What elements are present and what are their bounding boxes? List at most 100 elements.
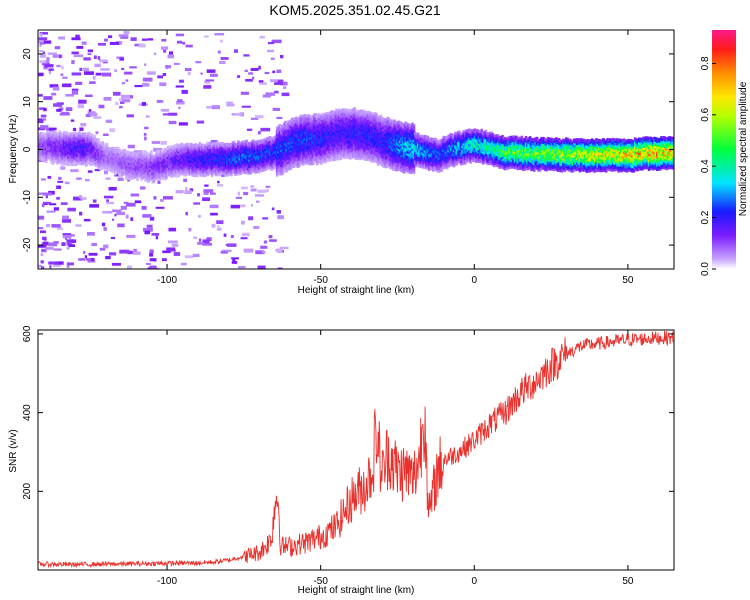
spectrogram-cell	[109, 167, 113, 170]
spectrogram-cell	[192, 150, 196, 154]
spectrogram-cell	[195, 172, 199, 176]
spectrogram-cell	[320, 153, 323, 157]
spectrogram-cell	[162, 161, 166, 165]
spectrogram-cell	[364, 156, 367, 159]
spectrogram-cell	[194, 151, 197, 155]
spectrogram-cell	[97, 140, 101, 144]
spectrogram-cell	[242, 157, 246, 161]
spectrogram-cell	[375, 138, 378, 142]
spectrogram-cell	[333, 115, 337, 118]
spectrogram-cell	[257, 170, 261, 174]
spectrogram-cell	[174, 170, 178, 174]
noise-speckle	[56, 64, 61, 68]
spectrogram-cell	[260, 147, 264, 151]
spectrogram-cell	[162, 152, 166, 156]
spectrogram-cell	[169, 165, 172, 169]
spectrogram-cell	[396, 129, 399, 133]
spectrogram-cell	[255, 166, 258, 170]
spectrogram-cell	[179, 146, 182, 150]
spectrogram-cell	[362, 121, 366, 124]
noise-speckle	[109, 252, 117, 256]
spectrogram-cell	[257, 160, 261, 163]
spectrogram-cell	[67, 147, 70, 151]
spectrogram-cell	[173, 169, 177, 173]
spectrogram-cell	[238, 172, 242, 176]
spectrogram-cell	[68, 141, 72, 144]
spectrogram-cell	[292, 137, 295, 141]
spectrogram-cell	[227, 160, 231, 163]
spectrogram-cell	[321, 134, 325, 138]
spectrogram-cell	[362, 138, 366, 141]
noise-speckle	[175, 190, 184, 194]
spectrogram-cell	[332, 119, 336, 123]
spectrogram-cell	[285, 163, 289, 167]
spectrogram-cell	[275, 148, 279, 151]
noise-speckle	[142, 77, 153, 82]
spectrogram-cell	[220, 154, 224, 158]
spectrogram-cell	[315, 149, 319, 153]
spectrogram-cell	[248, 142, 251, 145]
spectrogram-cell	[351, 145, 355, 148]
noise-speckle	[184, 255, 194, 259]
spectrogram-cell	[387, 126, 391, 129]
spectrogram-cell	[279, 166, 283, 170]
spectrogram-cell	[165, 150, 168, 154]
spectrogram-cell	[326, 159, 330, 162]
spectrogram-cell	[358, 140, 362, 144]
spectrogram-cell	[331, 140, 334, 143]
spectrogram-cell	[274, 144, 278, 147]
spectrogram-cell	[190, 160, 193, 163]
spectrogram-cell	[302, 161, 305, 164]
spectrogram-cell	[296, 126, 300, 130]
spectrogram-cell	[326, 126, 330, 130]
spectrogram-cell	[144, 178, 148, 182]
spectrogram-cell	[162, 170, 166, 173]
spectrogram-cell	[172, 163, 175, 167]
spectrogram-cell	[57, 145, 60, 149]
spectrogram-cell	[360, 150, 363, 153]
spectrogram-cell	[40, 151, 44, 155]
spectrogram-cell	[325, 116, 329, 119]
spectrogram-cell	[387, 162, 391, 166]
spectrogram-cell	[364, 130, 367, 133]
spectrogram-cell	[163, 158, 167, 162]
spectrogram-cell	[73, 148, 77, 152]
spectrogram-cell	[125, 155, 128, 159]
spectrogram-cell	[343, 109, 347, 112]
spectrogram-cell	[360, 133, 363, 136]
spectrogram-cell	[209, 144, 213, 148]
spectrogram-cell	[349, 157, 352, 160]
spectrogram-cell	[310, 137, 313, 140]
spectrogram-cell	[149, 160, 153, 164]
noise-speckle	[205, 79, 215, 82]
spectrogram-cell	[364, 115, 367, 118]
spectrogram-cell	[191, 174, 195, 177]
spectrogram-cell	[326, 152, 330, 156]
spectrogram-cell	[177, 157, 181, 161]
spectrogram-cell	[44, 156, 48, 159]
spectrogram-cell	[281, 150, 284, 154]
spectrogram-cell	[271, 141, 275, 144]
spectrogram-cell	[360, 118, 363, 121]
spectrogram-cell	[195, 146, 199, 150]
spectrogram-cell	[367, 121, 370, 125]
spectrogram-cell	[360, 124, 363, 128]
spectrogram-cell	[54, 131, 58, 135]
spectrogram-cell	[339, 114, 343, 118]
spectrogram-cell	[357, 137, 360, 141]
spectrogram-cell	[318, 124, 322, 128]
spectrogram-cell	[83, 141, 87, 144]
spectrogram-cell	[119, 162, 123, 165]
spectrogram-cell	[244, 145, 247, 149]
spectrogram-cell	[284, 153, 287, 156]
spectrogram-cell	[112, 154, 116, 158]
spectrogram-cell	[134, 169, 138, 173]
spectrogram-cell	[86, 134, 89, 137]
spectrogram-cell	[58, 130, 62, 134]
spectrogram-cell	[282, 163, 286, 167]
spectrogram-cell	[115, 151, 119, 154]
spectrogram-cell	[371, 128, 374, 131]
spectrogram-cell	[284, 142, 287, 145]
spectrogram-cell	[80, 153, 84, 157]
spectrogram-cell	[335, 108, 338, 112]
